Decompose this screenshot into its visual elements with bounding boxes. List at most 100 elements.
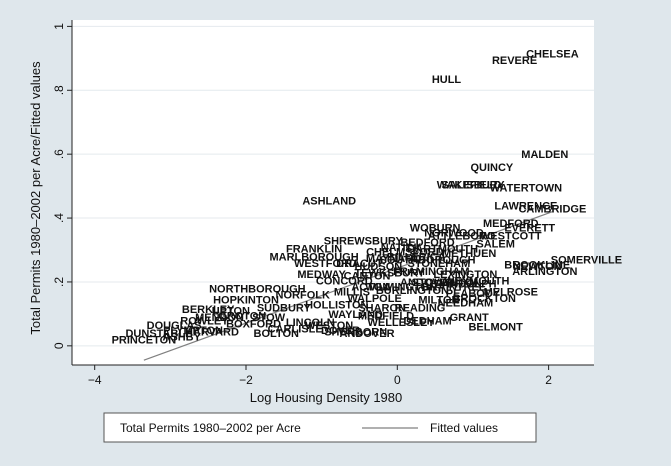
town-point-label: SOMERVILLE: [551, 255, 622, 267]
town-point-label: GROTON: [218, 310, 266, 322]
legend-label-points: Total Permits 1980–2002 per Acre: [120, 421, 301, 435]
town-point-label: DARTMOUTH: [407, 243, 478, 255]
town-point-label: CARLISLE: [268, 323, 323, 335]
town-point-label: BURLINGTON: [376, 285, 449, 297]
town-point-label: WESTCOTT: [480, 231, 542, 243]
town-point-label: STONEHAM: [408, 258, 471, 270]
town-point-label: SHARON: [358, 303, 406, 315]
legend: Total Permits 1980–2002 per Acre Fitted …: [103, 412, 537, 443]
y-tick-label: 1: [52, 23, 66, 30]
town-point-label: CANTON: [344, 271, 391, 283]
town-point-label: MALDEN: [521, 149, 568, 161]
town-point-label: NORTHBOROUGH: [209, 283, 306, 295]
town-point-label: MEDFIELD: [358, 310, 414, 322]
town-point-label: ANDOVER: [340, 328, 395, 340]
town-point-label: HULL: [432, 74, 462, 86]
town-point-label: LEXINGTON: [433, 269, 497, 281]
town-point-label: NORWOOD: [424, 227, 484, 239]
town-point-label: MILLIS: [334, 287, 370, 299]
town-point-label: WOBURN: [410, 223, 461, 235]
town-point-label: TEWKSBURY: [354, 267, 425, 279]
town-point-label: WATERTOWN: [490, 183, 562, 195]
town-point-label: MILTON: [418, 295, 459, 307]
town-point-label: ARLINGTON: [512, 266, 577, 278]
town-point-label: ROWLEY: [180, 315, 229, 327]
town-point-label: DOVER: [321, 325, 360, 337]
town-point-label: FRAMINGHAM: [393, 266, 469, 278]
y-axis-title: Total Permits 1980–2002 per Acre/Fitted …: [28, 61, 43, 335]
town-point-label: NEEDHAM: [438, 298, 494, 310]
town-point-label: WELLESLEY: [367, 317, 435, 329]
town-point-label: WESTFORD: [294, 258, 357, 270]
town-point-label: FRANKLIN: [286, 243, 342, 255]
plot-area-background: [72, 20, 594, 365]
town-point-label: DUNSTABLE: [125, 328, 192, 340]
grid-lines: [72, 25, 594, 347]
town-point-label: UPTON: [212, 306, 250, 318]
town-point-label: WAYLAND: [328, 309, 383, 321]
town-point-label: BERKLEY: [182, 304, 235, 316]
town-point-label: ASHBY: [162, 331, 201, 343]
town-point-label: WAKEFIELD: [437, 180, 502, 192]
town-point-label: WEYMOUTH: [444, 275, 509, 287]
town-point-label: HOPKINTON: [213, 295, 279, 307]
town-point-label: DOUGLAS: [147, 320, 202, 332]
town-point-label: SUDBURY: [257, 303, 312, 315]
town-point-label: CHELMSFORD: [366, 247, 444, 259]
town-point-label: BOLTON: [254, 328, 299, 340]
town-point-label: SHERBORN: [324, 326, 387, 338]
town-point-label: ASHLAND: [302, 195, 356, 207]
town-point-label: PLYMPTON: [163, 325, 223, 337]
town-point-label: BILLERICA: [387, 251, 446, 263]
town-point-label: BROOKLINE: [504, 259, 570, 271]
town-point-label: LAWRENCE: [494, 200, 557, 212]
town-point-label: ANDOVER: [400, 277, 455, 289]
fitted-values-line: [143, 211, 553, 361]
town-point-label: GRANT: [450, 312, 489, 324]
town-point-label: WALPOLE: [347, 293, 401, 305]
town-point-label: NATICK: [381, 242, 422, 254]
town-label-layer: CHELSEAREVEREHULLMALDENQUINCYWAKEFIELDSA…: [112, 49, 623, 347]
town-point-label: SALISBURY: [441, 180, 505, 192]
town-point-label: BOXFORD: [226, 318, 281, 330]
town-point-label: BRAINTREE: [422, 282, 486, 294]
town-point-label: CHELSEA: [526, 49, 579, 61]
town-point-label: BEDFORD: [400, 237, 454, 249]
x-tick-label: −4: [88, 373, 102, 387]
town-point-label: REVERE: [492, 55, 537, 67]
town-point-label: NORFOLK: [276, 290, 330, 302]
town-point-label: DEDHAM: [403, 315, 451, 327]
town-point-label: READING: [395, 303, 446, 315]
town-point-label: MELROSE: [484, 287, 538, 299]
town-point-label: SALEM: [476, 239, 515, 251]
y-tick-label: .4: [52, 213, 66, 223]
town-point-label: NEWTON: [513, 261, 562, 273]
y-tick-label: .6: [52, 149, 66, 159]
town-point-label: DRACUT: [336, 258, 383, 270]
town-point-label: HOLLISTON: [305, 299, 368, 311]
axes: −4 −2 0 2 0 .2 .4 .6 .8 1: [52, 20, 594, 387]
y-tick-label: .2: [52, 277, 66, 287]
town-point-label: WESTON: [305, 320, 353, 332]
town-point-label: MEDWAY: [297, 269, 346, 281]
town-point-label: MEDFORD: [483, 218, 539, 230]
x-tick-label: −2: [239, 373, 253, 387]
town-point-label: STOW: [252, 312, 285, 324]
town-point-label: SHREWSBURY: [324, 235, 404, 247]
town-point-label: ATTLEBORO: [428, 231, 496, 243]
town-point-label: ACTON: [351, 282, 390, 294]
town-point-label: RANDOLPH: [434, 279, 496, 291]
legend-label-fitted: Fitted values: [430, 421, 498, 435]
town-point-label: PEABODY: [446, 288, 501, 300]
fitted-line-layer: [143, 211, 553, 361]
town-point-label: PRINCETON: [112, 334, 177, 346]
town-point-label: MARLBOROUGH: [269, 251, 358, 263]
town-point-label: HUDSON: [355, 261, 403, 273]
town-point-label: STOUGHTON: [412, 277, 482, 289]
legend-box: [103, 412, 537, 443]
town-point-label: QUINCY: [470, 162, 513, 174]
town-point-label: SOUTHBOROUGH: [380, 255, 476, 267]
town-point-label: CONCORD: [316, 275, 373, 287]
